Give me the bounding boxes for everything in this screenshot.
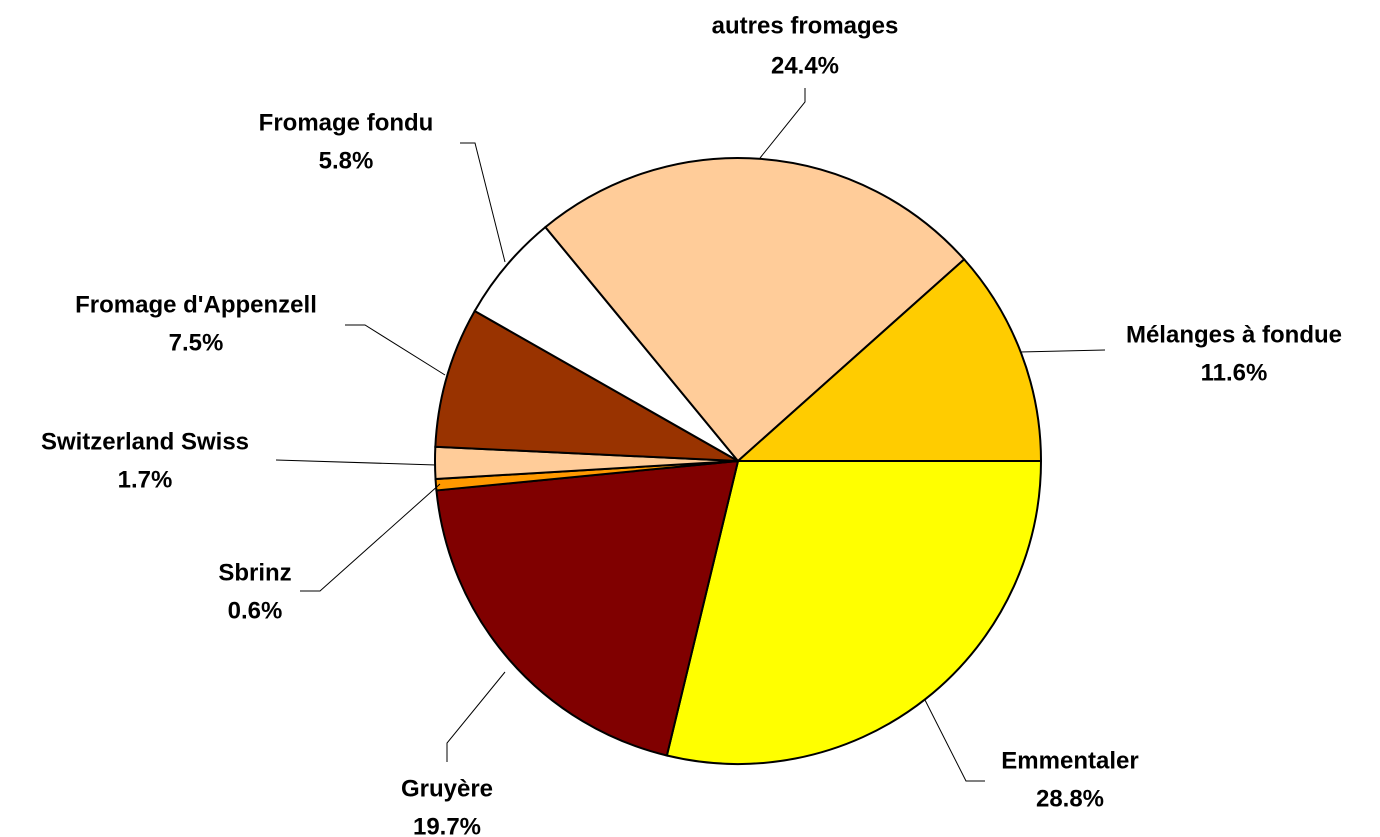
slice-label: Gruyère [401,775,493,802]
slice-label: Fromage fondu [259,109,434,136]
leader-line [460,142,506,263]
slice-label: Switzerland Swiss [41,428,249,455]
value-label: 19.7% [413,813,481,837]
value-label: 24.4% [771,52,839,79]
value-label: 28.8% [1036,785,1104,812]
slice-label: Mélanges à fondue [1126,321,1342,348]
slice-label: Sbrinz [218,559,291,586]
leader-line [446,671,506,762]
pie-slice [735,257,1043,462]
value-label: 5.8% [319,147,374,174]
leader-line [300,483,441,592]
pie-slice [665,460,1043,765]
leader-line [345,324,446,376]
slice-label: Fromage d'Appenzell [75,291,317,318]
leader-line [924,699,985,782]
value-label: 1.7% [118,466,173,493]
value-label: 0.6% [228,597,283,624]
leader-line [759,88,806,159]
pie-slice [434,309,739,462]
slice-label: Emmentaler [1001,747,1138,774]
pie-slice [543,157,966,463]
pie-slice [435,459,740,757]
leader-line [1019,349,1106,353]
leader-line [275,459,437,466]
slice-label: autres fromages [712,12,899,39]
value-label: 11.6% [1201,359,1268,386]
value-label: 7.5% [169,329,224,356]
